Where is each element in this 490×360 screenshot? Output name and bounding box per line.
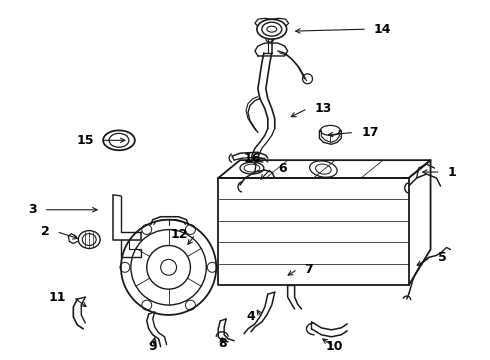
Text: 4: 4 bbox=[246, 310, 255, 323]
Text: 5: 5 bbox=[438, 251, 446, 264]
Ellipse shape bbox=[109, 133, 129, 147]
Text: 17: 17 bbox=[361, 126, 379, 139]
Text: 13: 13 bbox=[315, 102, 332, 115]
Text: 14: 14 bbox=[374, 23, 392, 36]
Text: 3: 3 bbox=[28, 203, 37, 216]
Text: 12: 12 bbox=[171, 228, 189, 241]
Text: 9: 9 bbox=[148, 340, 157, 353]
Text: 7: 7 bbox=[305, 263, 313, 276]
Text: 1: 1 bbox=[447, 166, 456, 179]
Text: 10: 10 bbox=[325, 340, 343, 353]
Text: 11: 11 bbox=[49, 291, 66, 303]
Text: 16: 16 bbox=[244, 152, 261, 165]
Text: 2: 2 bbox=[41, 225, 49, 238]
Text: 6: 6 bbox=[279, 162, 287, 175]
Text: 15: 15 bbox=[76, 134, 94, 147]
Text: 8: 8 bbox=[218, 337, 226, 350]
